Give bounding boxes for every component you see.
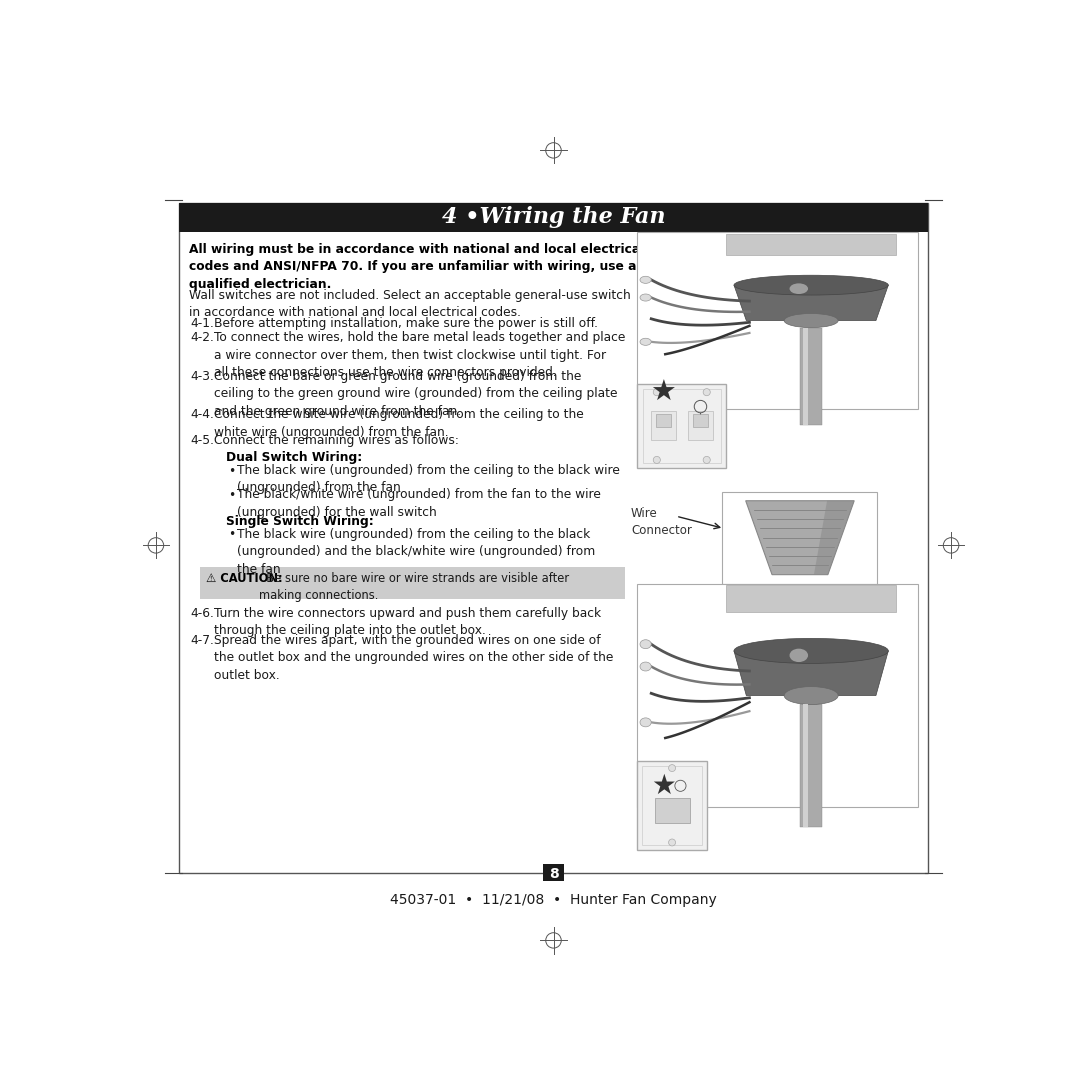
Ellipse shape (640, 639, 651, 649)
Bar (643, 766, 702, 845)
Text: 4-4.: 4-4. (191, 408, 215, 421)
Ellipse shape (734, 638, 888, 663)
Text: Be sure no bare wire or wire strands are visible after
making connections.: Be sure no bare wire or wire strands are… (259, 572, 569, 603)
Bar (637, 232, 918, 409)
Text: To connect the wires, hold the bare metal leads together and place
a wire connec: To connect the wires, hold the bare meta… (214, 332, 625, 379)
Ellipse shape (640, 294, 651, 301)
Polygon shape (734, 285, 888, 321)
Bar (200, 567, 625, 599)
Polygon shape (814, 501, 854, 575)
Text: All wiring must be in accordance with national and local electrical
codes and AN: All wiring must be in accordance with na… (189, 243, 645, 291)
Polygon shape (734, 651, 888, 696)
Bar (723, 491, 877, 584)
Text: 45037-01  •  11/21/08  •  Hunter Fan Company: 45037-01 • 11/21/08 • Hunter Fan Company (390, 892, 717, 906)
Circle shape (703, 457, 711, 463)
Text: ★: ★ (651, 772, 676, 800)
Ellipse shape (640, 718, 651, 727)
Text: Wire
Connector: Wire Connector (631, 507, 692, 537)
Bar (804, 704, 808, 827)
Bar (726, 233, 896, 255)
Circle shape (653, 457, 660, 463)
Text: 4 •Wiring the Fan: 4 •Wiring the Fan (442, 206, 665, 228)
Ellipse shape (640, 338, 651, 346)
Text: Wall switches are not included. Select an acceptable general-use switch
in accor: Wall switches are not included. Select a… (189, 289, 631, 320)
Text: The black wire (ungrounded) from the ceiling to the black wire
(ungrounded) from: The black wire (ungrounded) from the cei… (238, 463, 620, 495)
Text: Dual Switch Wiring:: Dual Switch Wiring: (227, 450, 363, 463)
Bar (726, 585, 896, 612)
Bar (688, 410, 713, 441)
Text: •: • (228, 528, 235, 541)
Bar (542, 864, 565, 881)
Bar (179, 203, 928, 232)
Bar (637, 761, 707, 850)
Text: ★: ★ (650, 379, 676, 406)
Ellipse shape (784, 687, 838, 704)
Ellipse shape (734, 275, 888, 295)
Text: Connect the white wire (ungrounded) from the ceiling to the
white wire (unground: Connect the white wire (ungrounded) from… (214, 408, 584, 438)
Text: Connect the bare or green ground wire (grounded) from the
ceiling to the green g: Connect the bare or green ground wire (g… (214, 369, 618, 418)
Polygon shape (745, 501, 854, 575)
Text: Connect the remaining wires as follows:: Connect the remaining wires as follows: (214, 434, 459, 447)
Bar (800, 704, 822, 827)
Text: 4-6.: 4-6. (191, 607, 215, 620)
Text: The black wire (ungrounded) from the ceiling to the black
(ungrounded) and the b: The black wire (ungrounded) from the cei… (238, 528, 595, 576)
Ellipse shape (789, 283, 808, 294)
Text: •: • (228, 489, 235, 502)
Bar (637, 383, 727, 469)
Bar (804, 327, 808, 426)
Text: •: • (228, 464, 235, 477)
Circle shape (653, 389, 660, 395)
Bar (179, 203, 928, 873)
Ellipse shape (784, 313, 838, 327)
Bar (650, 410, 675, 441)
Text: Single Switch Wiring:: Single Switch Wiring: (227, 514, 374, 528)
Bar (643, 389, 721, 463)
Ellipse shape (789, 649, 808, 662)
Ellipse shape (640, 276, 651, 283)
Circle shape (669, 765, 676, 771)
Circle shape (669, 839, 676, 846)
Ellipse shape (640, 662, 651, 671)
Bar (656, 414, 671, 427)
Text: Spread the wires apart, with the grounded wires on one side of
the outlet box an: Spread the wires apart, with the grounde… (214, 634, 613, 681)
Circle shape (703, 389, 711, 395)
Bar (800, 327, 822, 426)
Text: The black/white wire (ungrounded) from the fan to the wire
(ungrounded) for the : The black/white wire (ungrounded) from t… (238, 488, 602, 518)
Text: Before attempting installation, make sure the power is still off.: Before attempting installation, make sur… (214, 318, 598, 330)
Text: 4-2.: 4-2. (191, 332, 215, 345)
Text: 4-5.: 4-5. (191, 434, 215, 447)
Text: 4-1.: 4-1. (191, 318, 215, 330)
Text: 8: 8 (549, 867, 558, 881)
Text: ⚠ CAUTION:: ⚠ CAUTION: (206, 572, 283, 585)
Bar (693, 414, 708, 427)
Text: 4-7.: 4-7. (191, 634, 215, 647)
Text: Turn the wire connectors upward and push them carefully back
through the ceiling: Turn the wire connectors upward and push… (214, 607, 602, 637)
Bar (654, 798, 689, 823)
Text: 4-3.: 4-3. (191, 369, 215, 382)
Bar (637, 584, 918, 807)
